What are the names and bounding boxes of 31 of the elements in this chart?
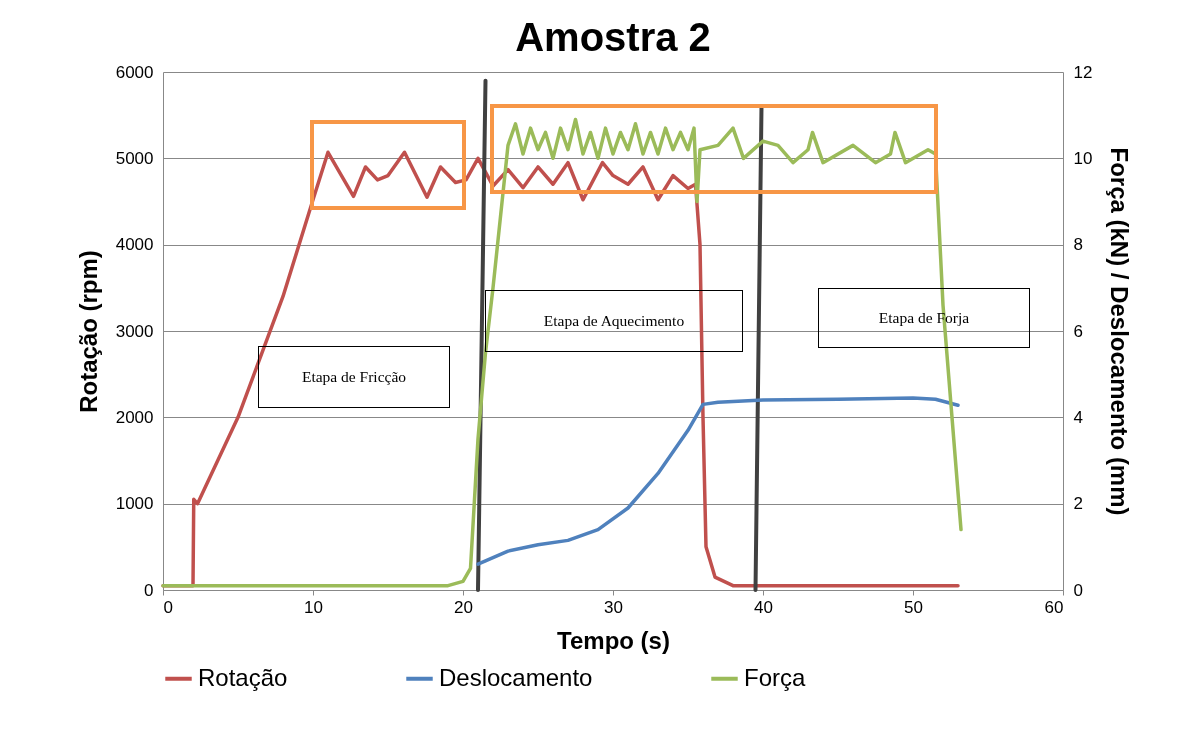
x-axis-title: Tempo (s) [557, 626, 670, 654]
y2-tick-label: 6 [1073, 321, 1083, 341]
x-tick-label: 30 [604, 597, 623, 617]
annotation: Etapa de Fricção [258, 346, 450, 408]
chart-title: Amostra 2 [515, 15, 711, 59]
y2-tick-label: 0 [1073, 580, 1083, 600]
line-series [476, 396, 960, 566]
y2-axis-title: Força (kN) / Deslocamento (mm) [1106, 147, 1134, 516]
y-tick-label: 0 [144, 580, 154, 600]
x-tick-label: 40 [754, 597, 773, 617]
x-tick-label: 0 [163, 597, 173, 617]
x-tick-label: 20 [454, 597, 473, 617]
y2-tick-label: 8 [1073, 235, 1083, 255]
y2-tick-label: 12 [1073, 62, 1093, 82]
y2-tick-label: 10 [1073, 148, 1093, 168]
y-tick-label: 6000 [115, 62, 154, 82]
legend-label: Deslocamento [439, 663, 593, 691]
y2-tick-label: 4 [1073, 407, 1083, 427]
y-tick-label: 3000 [115, 321, 154, 341]
y2-tick-label: 2 [1073, 494, 1083, 514]
annotation: Etapa de Aquecimento [485, 290, 743, 352]
x-tick-label: 60 [1044, 597, 1064, 617]
y-tick-label: 4000 [115, 235, 154, 255]
x-tick-label: 50 [904, 597, 923, 617]
legend-label: Força [744, 663, 806, 691]
legend-label: Rotação [198, 663, 288, 691]
y-tick-label: 5000 [115, 148, 154, 168]
y-axis-title: Rotação (rpm) [74, 250, 102, 413]
y-tick-label: 1000 [115, 494, 154, 514]
x-tick-label: 10 [304, 597, 323, 617]
y-tick-label: 2000 [115, 407, 154, 427]
